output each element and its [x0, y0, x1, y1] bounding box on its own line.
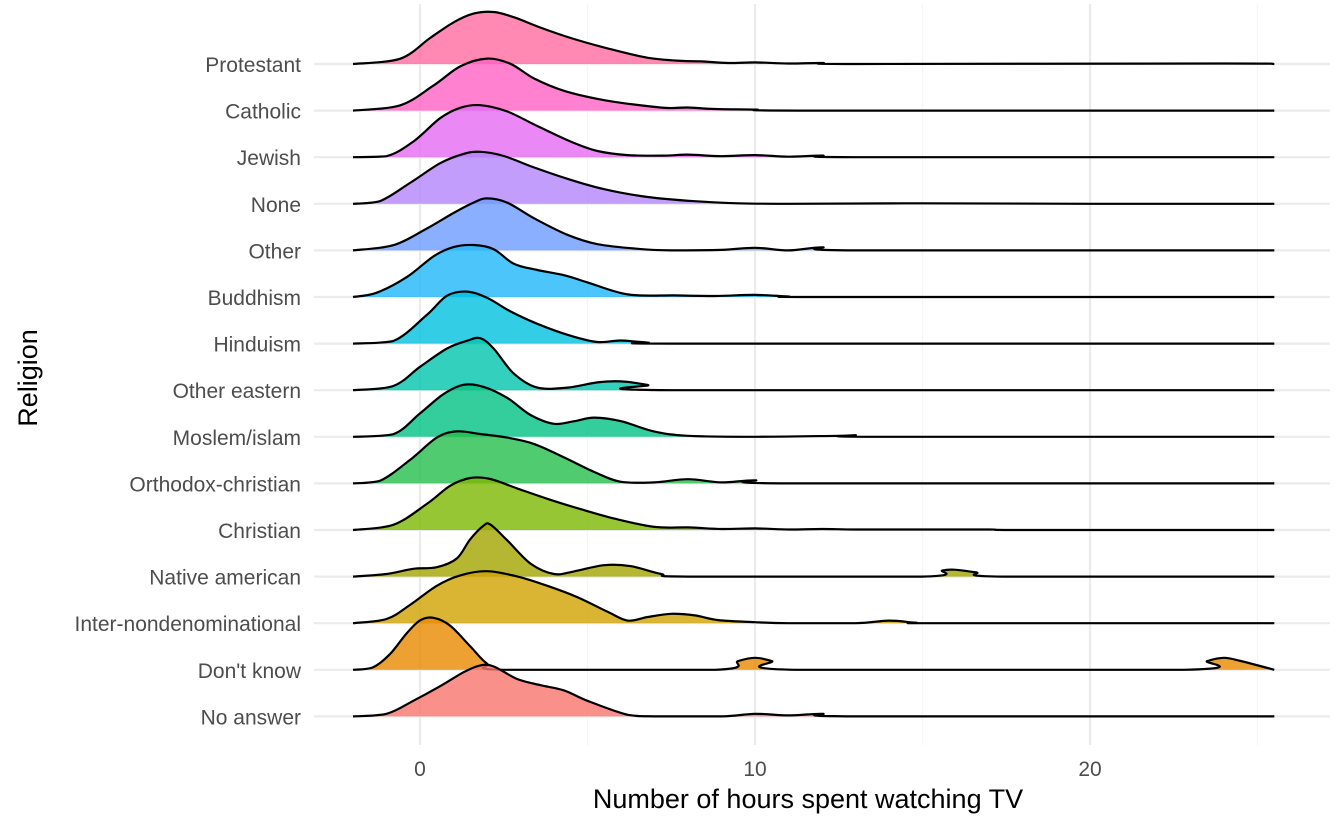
ridge-line-hinduism [352, 290, 1275, 345]
y-tick-label: Protestant [205, 54, 301, 77]
ridge-hinduism [352, 290, 1275, 345]
ridge-native-american [352, 522, 1275, 578]
ridge-line-none [352, 150, 1275, 205]
y-tick-label: Moslem/islam [173, 427, 301, 450]
y-tick-label: Don't know [198, 660, 302, 683]
ridge-layer [352, 10, 1275, 718]
ridge-buddhism [352, 243, 1275, 299]
ridge-area-native-american [353, 523, 1275, 577]
ridge-line-christian [352, 476, 1275, 532]
y-tick-label: None [251, 194, 301, 217]
ridge-line-orthodox-christian [352, 430, 1275, 485]
ridge-other-eastern [352, 336, 1275, 392]
ridge-other [352, 197, 1275, 252]
x-axis-title: Number of hours spent watching TV [593, 784, 1023, 814]
ridge-line-native-american [352, 522, 1275, 578]
y-tick-label: Hinduism [213, 334, 301, 357]
ridge-line-buddhism [352, 243, 1275, 299]
ridge-line-inter-nondenominational [352, 570, 1275, 625]
ridge-area-no-answer [353, 664, 1275, 717]
ridge-area-moslem-islam [353, 384, 1275, 437]
ridge-area-don-t-know [353, 617, 1275, 670]
ridge-area-catholic [353, 58, 1275, 111]
ridge-area-protestant [353, 11, 1275, 65]
ridge-inter-nondenominational [352, 570, 1275, 625]
ridge-line-jewish [352, 103, 1275, 159]
ridge-orthodox-christian [352, 430, 1275, 485]
ridge-don-t-know [352, 616, 1275, 671]
y-axis-title: Religion [13, 329, 43, 427]
y-tick-label: Jewish [237, 147, 301, 170]
ridge-area-other-eastern [353, 337, 1275, 391]
ridge-area-other [353, 198, 1275, 251]
ridge-line-no-answer [352, 663, 1275, 718]
ridge-area-buddhism [353, 244, 1275, 297]
x-tick-label: 0 [414, 758, 426, 781]
ridge-line-don-t-know [352, 616, 1275, 671]
y-tick-label: Buddhism [208, 287, 301, 310]
y-tick-label: Native american [149, 567, 301, 590]
ridge-line-protestant [352, 10, 1275, 66]
ridge-area-hinduism [353, 291, 1275, 344]
y-tick-label: Christian [218, 520, 301, 543]
y-tick-label: No answer [201, 706, 301, 729]
ridge-area-inter-nondenominational [353, 571, 1275, 624]
ridge-area-jewish [353, 105, 1275, 158]
x-axis-tick-labels: 0 10 20 [414, 758, 1102, 781]
ridge-catholic [352, 57, 1275, 112]
ridge-protestant [352, 10, 1275, 66]
ridge-line-moslem-islam [352, 383, 1275, 438]
y-axis-tick-labels: Protestant Catholic Jewish None Other Buddhis… [75, 54, 302, 729]
ridge-no-answer [352, 663, 1275, 718]
ridge-jewish [352, 103, 1275, 159]
y-tick-label: Catholic [225, 101, 301, 124]
y-tick-label: Other eastern [173, 380, 301, 403]
ridge-line-other [352, 197, 1275, 252]
y-tick-label: Inter-nondenominational [75, 613, 302, 636]
y-tick-label: Other [248, 240, 301, 263]
ridge-area-christian [353, 477, 1275, 530]
ridge-line-other-eastern [352, 336, 1275, 392]
x-tick-label: 20 [1078, 758, 1101, 781]
y-tick-label: Orthodox-christian [129, 473, 301, 496]
ridge-area-none [353, 151, 1275, 204]
x-tick-label: 10 [743, 758, 766, 781]
ridge-area-orthodox-christian [353, 431, 1275, 484]
ridge-none [352, 150, 1275, 205]
ridge-moslem-islam [352, 383, 1275, 438]
ridge-christian [352, 476, 1275, 532]
ridge-line-catholic [352, 57, 1275, 112]
